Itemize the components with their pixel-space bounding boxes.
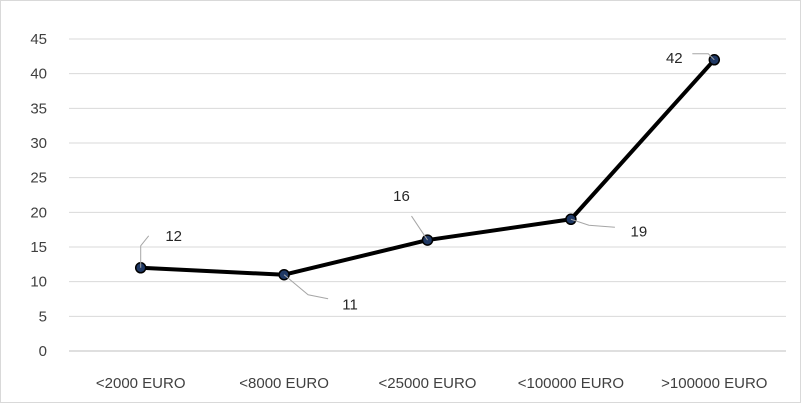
y-tick-label: 30 xyxy=(30,135,47,152)
data-label-leader xyxy=(692,53,715,61)
data-label-leader xyxy=(411,215,428,241)
axes: 0 5 10 15 20 25 30 35 40 45 <2000 EURO <8000 EURO <2… xyxy=(30,31,767,392)
y-tick-label: 5 xyxy=(39,308,47,325)
data-label: 11 xyxy=(342,297,358,314)
data-label: 42 xyxy=(666,50,683,67)
data-label-leader xyxy=(140,235,150,268)
series-line xyxy=(134,54,721,281)
x-tick-label: <8000 EURO xyxy=(239,375,329,392)
data-label: 16 xyxy=(393,188,410,205)
x-tick-label: <100000 EURO xyxy=(518,375,624,392)
data-labels: 12 11 16 19 42 xyxy=(165,50,682,314)
x-tick-label: >100000 EURO xyxy=(661,375,767,392)
data-label-leader xyxy=(283,274,329,300)
data-label-leaders xyxy=(140,53,715,300)
y-tick-label: 15 xyxy=(30,239,47,256)
y-tick-label: 25 xyxy=(30,170,47,187)
y-tick-label: 0 xyxy=(39,343,47,360)
y-tick-label: 20 xyxy=(30,204,47,221)
x-tick-label: <2000 EURO xyxy=(96,375,186,392)
y-tick-label: 35 xyxy=(30,100,47,117)
y-tick-label: 10 xyxy=(30,274,47,291)
y-tick-label: 45 xyxy=(30,31,47,48)
data-label: 19 xyxy=(631,223,648,240)
data-label: 12 xyxy=(165,228,182,245)
x-tick-label: <25000 EURO xyxy=(379,375,477,392)
data-label-leader xyxy=(570,218,615,228)
y-tick-label: 40 xyxy=(30,66,47,83)
gridlines xyxy=(69,38,786,352)
